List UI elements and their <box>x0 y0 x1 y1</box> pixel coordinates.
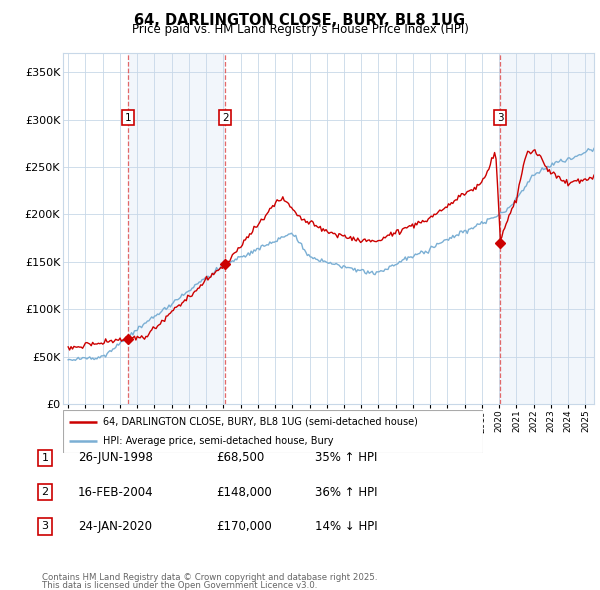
Text: 14% ↓ HPI: 14% ↓ HPI <box>315 520 377 533</box>
Text: £148,000: £148,000 <box>216 486 272 499</box>
Text: £68,500: £68,500 <box>216 451 264 464</box>
Text: Contains HM Land Registry data © Crown copyright and database right 2025.: Contains HM Land Registry data © Crown c… <box>42 572 377 582</box>
Text: 3: 3 <box>497 113 503 123</box>
Text: 2: 2 <box>41 487 49 497</box>
Text: 64, DARLINGTON CLOSE, BURY, BL8 1UG: 64, DARLINGTON CLOSE, BURY, BL8 1UG <box>134 12 466 28</box>
Text: 35% ↑ HPI: 35% ↑ HPI <box>315 451 377 464</box>
Text: 36% ↑ HPI: 36% ↑ HPI <box>315 486 377 499</box>
Bar <box>500 53 594 404</box>
Text: 64, DARLINGTON CLOSE, BURY, BL8 1UG (semi-detached house): 64, DARLINGTON CLOSE, BURY, BL8 1UG (sem… <box>103 417 418 427</box>
Text: 24-JAN-2020: 24-JAN-2020 <box>78 520 152 533</box>
FancyBboxPatch shape <box>63 410 483 453</box>
Text: 3: 3 <box>41 522 49 531</box>
Text: 2: 2 <box>222 113 229 123</box>
Text: 26-JUN-1998: 26-JUN-1998 <box>78 451 153 464</box>
Text: HPI: Average price, semi-detached house, Bury: HPI: Average price, semi-detached house,… <box>103 436 334 446</box>
Text: £170,000: £170,000 <box>216 520 272 533</box>
Text: 1: 1 <box>41 453 49 463</box>
Text: 1: 1 <box>125 113 131 123</box>
Text: Price paid vs. HM Land Registry's House Price Index (HPI): Price paid vs. HM Land Registry's House … <box>131 23 469 36</box>
Bar <box>128 53 226 404</box>
Text: 16-FEB-2004: 16-FEB-2004 <box>78 486 154 499</box>
Text: This data is licensed under the Open Government Licence v3.0.: This data is licensed under the Open Gov… <box>42 581 317 590</box>
